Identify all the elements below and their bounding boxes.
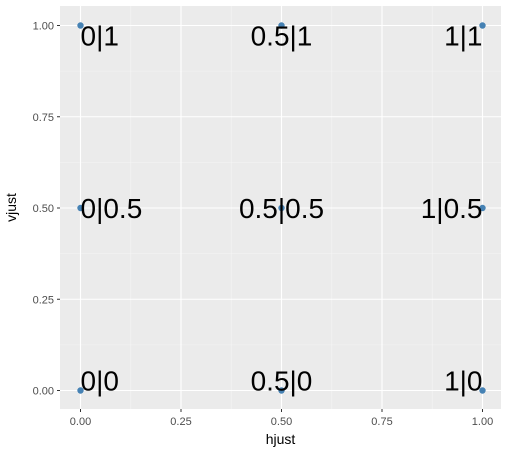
y-tick-label: 0.00 (33, 386, 54, 398)
y-tick-label: 1.00 (33, 21, 54, 33)
x-axis-title: hjust (266, 431, 296, 447)
x-tick-label: 0.00 (70, 416, 91, 428)
x-tick-label: 1.00 (472, 416, 493, 428)
data-point (479, 204, 486, 212)
point-label: 0|1 (81, 21, 119, 52)
data-point (77, 204, 84, 212)
data-point (77, 22, 84, 29)
y-tick-label: 0.75 (33, 112, 54, 124)
point-label: 0.5|0.5 (239, 193, 324, 224)
data-point (479, 387, 486, 394)
data-points (77, 22, 486, 394)
point-label: 0.5|1 (251, 21, 313, 52)
data-point (278, 204, 285, 212)
point-labels: 0|0 0.5|0 1|0 0|0.5 0.5|0.5 1|0.5 0|1 0.5|1 1|1 (81, 21, 483, 397)
data-point (77, 387, 84, 394)
x-tick-label: 0.75 (371, 416, 392, 428)
point-label: 0|0 (81, 366, 119, 397)
x-axis: 0.00 0.25 0.50 0.75 1.00 (70, 409, 493, 428)
point-label: 1|0 (444, 366, 482, 397)
y-axis: 0.00 0.25 0.50 0.75 1.00 (33, 21, 60, 398)
data-point (278, 387, 285, 394)
point-label: 1|1 (444, 21, 482, 52)
y-axis-title: vjust (3, 193, 19, 222)
y-tick-label: 0.25 (33, 294, 54, 306)
point-label: 0|0.5 (81, 193, 143, 224)
data-point (278, 22, 285, 29)
point-label: 1|0.5 (421, 193, 483, 224)
y-tick-label: 0.50 (33, 203, 54, 215)
x-tick-label: 0.25 (170, 416, 191, 428)
point-label: 0.5|0 (251, 366, 313, 397)
data-point (479, 22, 486, 29)
x-tick-label: 0.50 (271, 416, 292, 428)
